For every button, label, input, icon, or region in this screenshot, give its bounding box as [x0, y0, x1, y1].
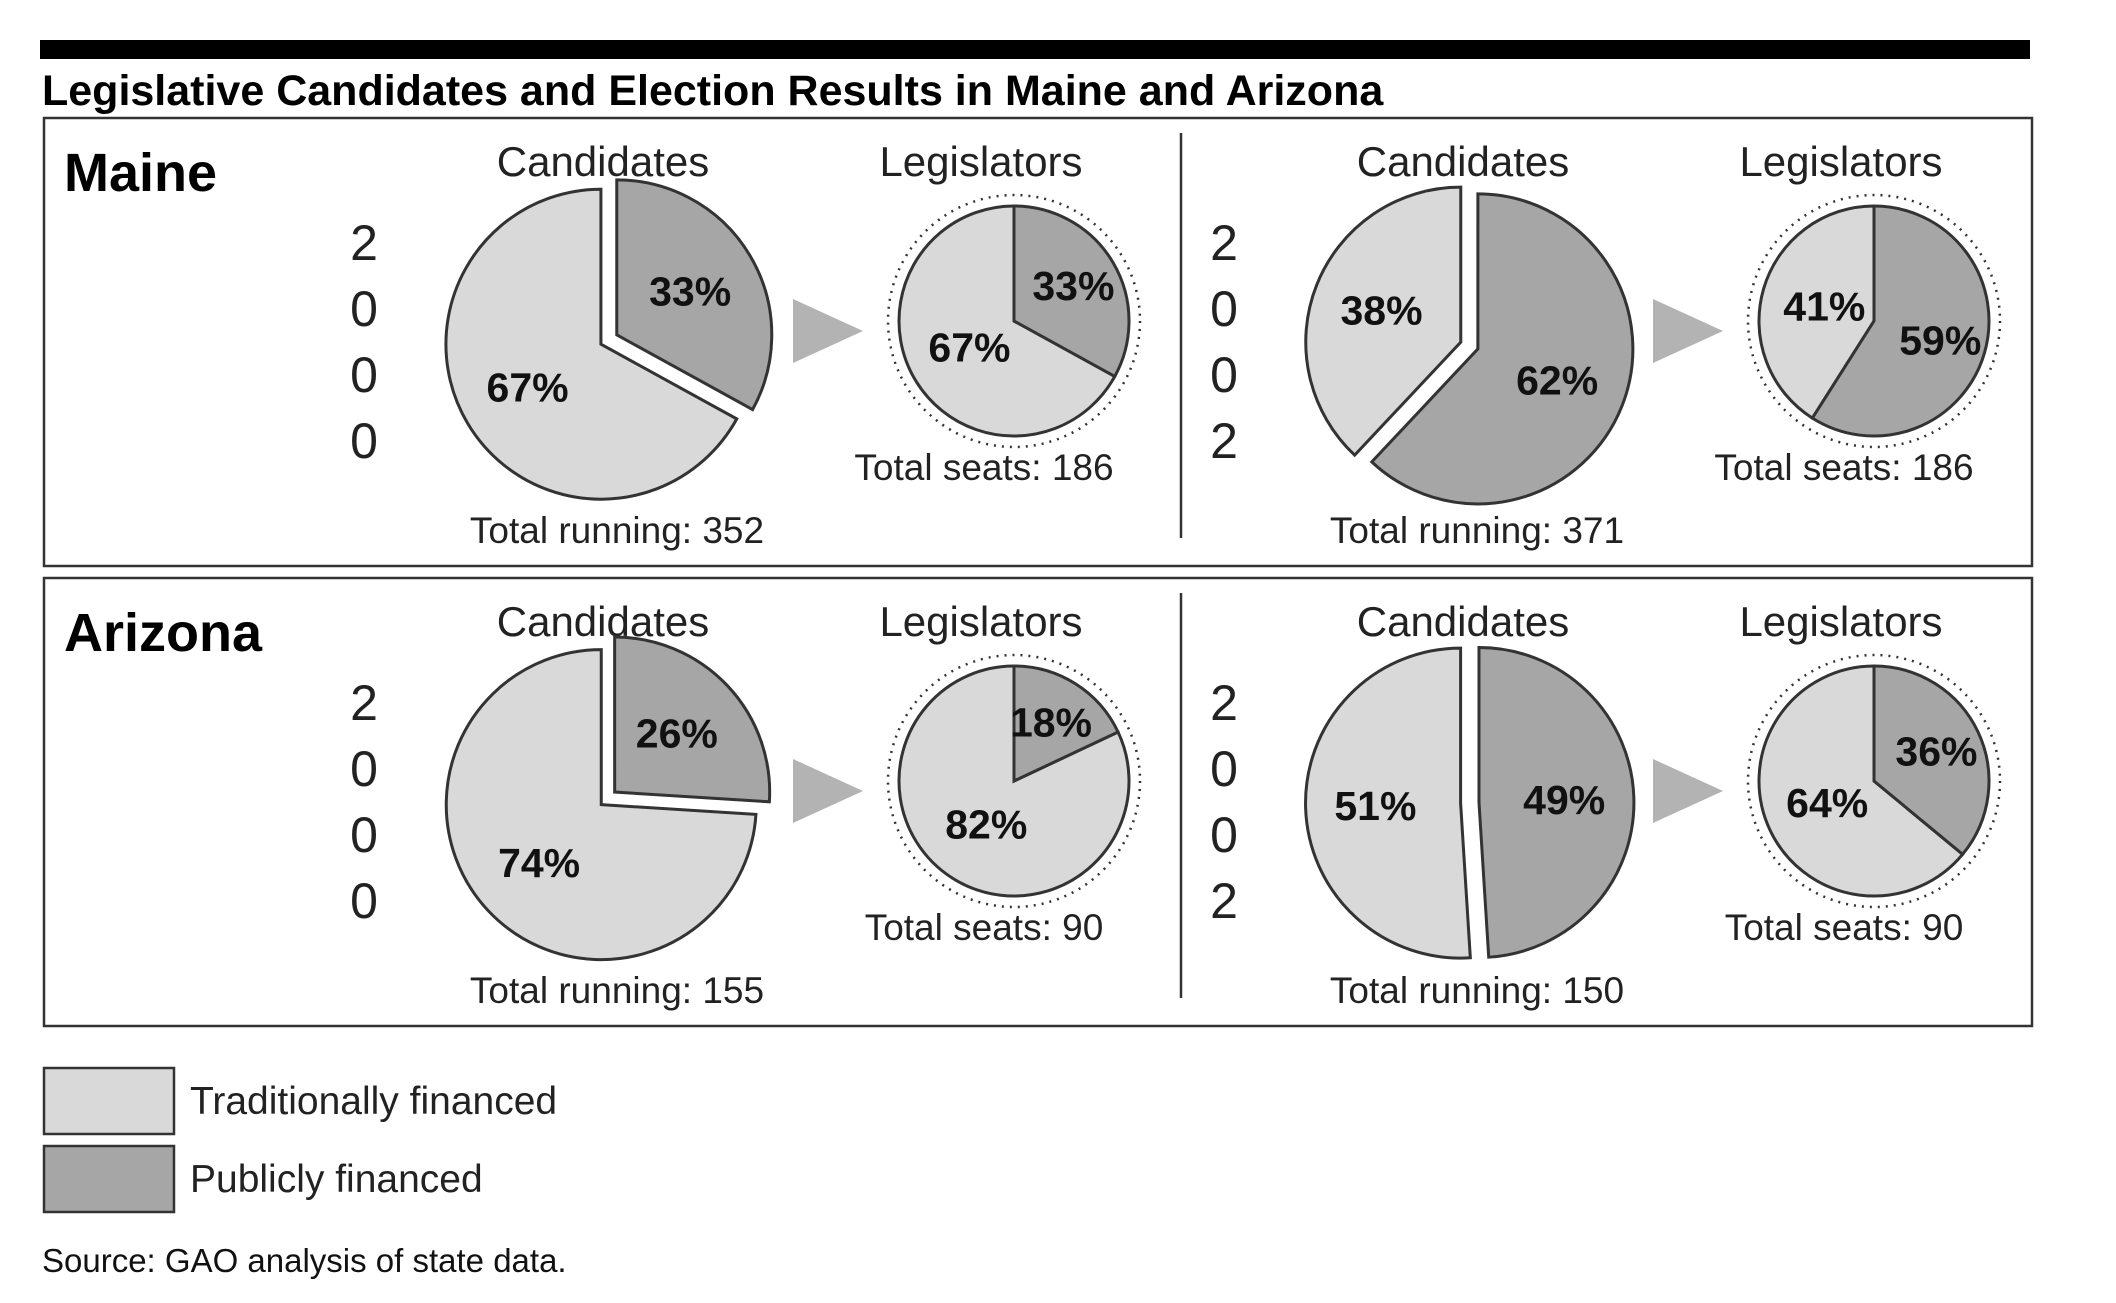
arizona-2000-legislators-label-public: 18% [1010, 700, 1092, 746]
legend-item: Publicly financed [42, 1144, 483, 1214]
maine-2000-legislators-slice-public [1012, 204, 1131, 379]
state-name: Arizona [64, 603, 263, 663]
maine-2002-legislators-label-traditional: 41% [1783, 284, 1865, 330]
candidates-header: Candidates [1357, 138, 1569, 185]
arizona-2002-candidates-slice-traditional [1304, 646, 1472, 960]
maine-2000-candidates-label-traditional: 67% [487, 365, 569, 411]
arizona-2000-candidates-label-traditional: 74% [498, 840, 580, 886]
panel-frame [42, 116, 2034, 568]
year-digit: 2 [350, 215, 378, 271]
arizona-2000-candidates-label-public: 26% [636, 711, 718, 757]
legislators-total: Total seats: 90 [1725, 907, 1964, 948]
year-digit: 2 [1210, 413, 1238, 469]
arizona-2002-legislators-slice-traditional [1757, 664, 1965, 898]
year-block-2000: 2 0 0 0 Candidates 33% 67% Total running: 352 Le… [350, 138, 1142, 551]
legislators-dotted-ring [886, 653, 1142, 909]
legend: Traditionally financed Publicly financed [42, 1066, 557, 1214]
year-block-2000: 2 0 0 0 Candidates 26% 74% Total running: 155 Le… [350, 598, 1142, 1011]
year-digit: 0 [350, 281, 378, 337]
arizona-2002-legislators-label-traditional: 64% [1786, 780, 1868, 826]
legislators-total: Total seats: 90 [865, 907, 1104, 948]
arizona-2002-legislators-slice-public [1872, 664, 1991, 857]
year-block-2002: 2 0 0 2 Candidates 62% 38% Total running: 371 Le… [1210, 138, 2002, 551]
panels: Maine 2 0 0 0 Candidates 33% 67% Total running: … [42, 116, 2034, 1028]
year-digit: 2 [350, 675, 378, 731]
year-digit: 2 [1210, 215, 1238, 271]
candidates-header: Candidates [1357, 598, 1569, 645]
arrow-icon [1653, 759, 1723, 823]
year-digit: 0 [350, 413, 378, 469]
year-digit: 0 [1210, 281, 1238, 337]
arizona-2000-candidates-slice-traditional [444, 648, 758, 962]
maine-2000-candidates-label-public: 33% [649, 268, 731, 314]
legislators-header: Legislators [1739, 138, 1942, 185]
top-rule [40, 40, 2030, 59]
year-digit: 0 [350, 873, 378, 929]
panel-maine: Maine 2 0 0 0 Candidates 33% 67% Total running: … [42, 116, 2034, 568]
maine-2000-legislators-slice-traditional [897, 204, 1117, 438]
legislators-dotted-ring [886, 193, 1142, 449]
candidates-header: Candidates [497, 138, 709, 185]
legislators-header: Legislators [879, 138, 1082, 185]
arizona-2002-candidates-label-traditional: 51% [1334, 783, 1416, 829]
candidates-total: Total running: 371 [1330, 510, 1624, 551]
maine-2000-candidates-slice-public [615, 178, 774, 412]
arrow-icon [1653, 299, 1723, 363]
arizona-2000-legislators-label-traditional: 82% [945, 802, 1027, 848]
year-block-2002: 2 0 0 2 Candidates 49% 51% Total running: 150 Le… [1210, 598, 2002, 1011]
state-name: Maine [64, 143, 217, 203]
arizona-2002-candidates-label-public: 49% [1523, 777, 1605, 823]
panel-frame [42, 576, 2034, 1028]
legend-item: Traditionally financed [42, 1066, 557, 1136]
year-digit: 0 [1210, 347, 1238, 403]
candidates-total: Total running: 155 [470, 970, 764, 1011]
legislators-total: Total seats: 186 [854, 447, 1113, 488]
legend-swatch [42, 1066, 176, 1136]
candidates-total: Total running: 150 [1330, 970, 1624, 1011]
legislators-header: Legislators [1739, 598, 1942, 645]
year-digit: 0 [350, 807, 378, 863]
arrow-icon [793, 299, 863, 363]
legislators-total: Total seats: 186 [1714, 447, 1973, 488]
legend-swatch [42, 1144, 176, 1214]
arizona-2002-candidates-slice-public [1477, 645, 1636, 959]
maine-2002-legislators-slice-public [1810, 204, 1991, 438]
candidates-total: Total running: 352 [470, 510, 764, 551]
legend-label: Publicly financed [190, 1158, 483, 1201]
legislators-dotted-ring [1746, 653, 2002, 909]
maine-2000-legislators-label-public: 33% [1032, 263, 1114, 309]
maine-2000-candidates-slice-traditional [444, 187, 739, 501]
year-digit: 2 [1210, 675, 1238, 731]
arizona-2002-legislators-label-public: 36% [1895, 729, 1977, 775]
maine-2002-legislators-label-public: 59% [1899, 317, 1981, 363]
maine-2002-candidates-slice-public [1369, 192, 1635, 506]
year-digit: 0 [350, 347, 378, 403]
legislators-header: Legislators [879, 598, 1082, 645]
year-digit: 0 [1210, 807, 1238, 863]
year-digit: 0 [1210, 741, 1238, 797]
candidates-header: Candidates [497, 598, 709, 645]
legend-label: Traditionally financed [190, 1080, 557, 1123]
year-digit: 0 [350, 741, 378, 797]
maine-2002-candidates-label-public: 62% [1516, 357, 1598, 403]
chart-title: Legislative Candidates and Election Resu… [42, 67, 1384, 115]
arrow-icon [793, 759, 863, 823]
maine-2000-legislators-label-traditional: 67% [928, 324, 1010, 370]
source-note: Source: GAO analysis of state data. [42, 1242, 567, 1279]
arizona-2000-legislators-slice-public [1012, 664, 1121, 784]
arizona-2000-candidates-slice-public [613, 635, 772, 804]
year-digit: 2 [1210, 873, 1238, 929]
legislators-dotted-ring [1746, 193, 2002, 449]
maine-2002-candidates-label-traditional: 38% [1340, 288, 1422, 334]
panel-arizona: Arizona 2 0 0 0 Candidates 26% 74% Total running… [42, 576, 2034, 1028]
maine-2002-candidates-slice-traditional [1304, 185, 1463, 458]
